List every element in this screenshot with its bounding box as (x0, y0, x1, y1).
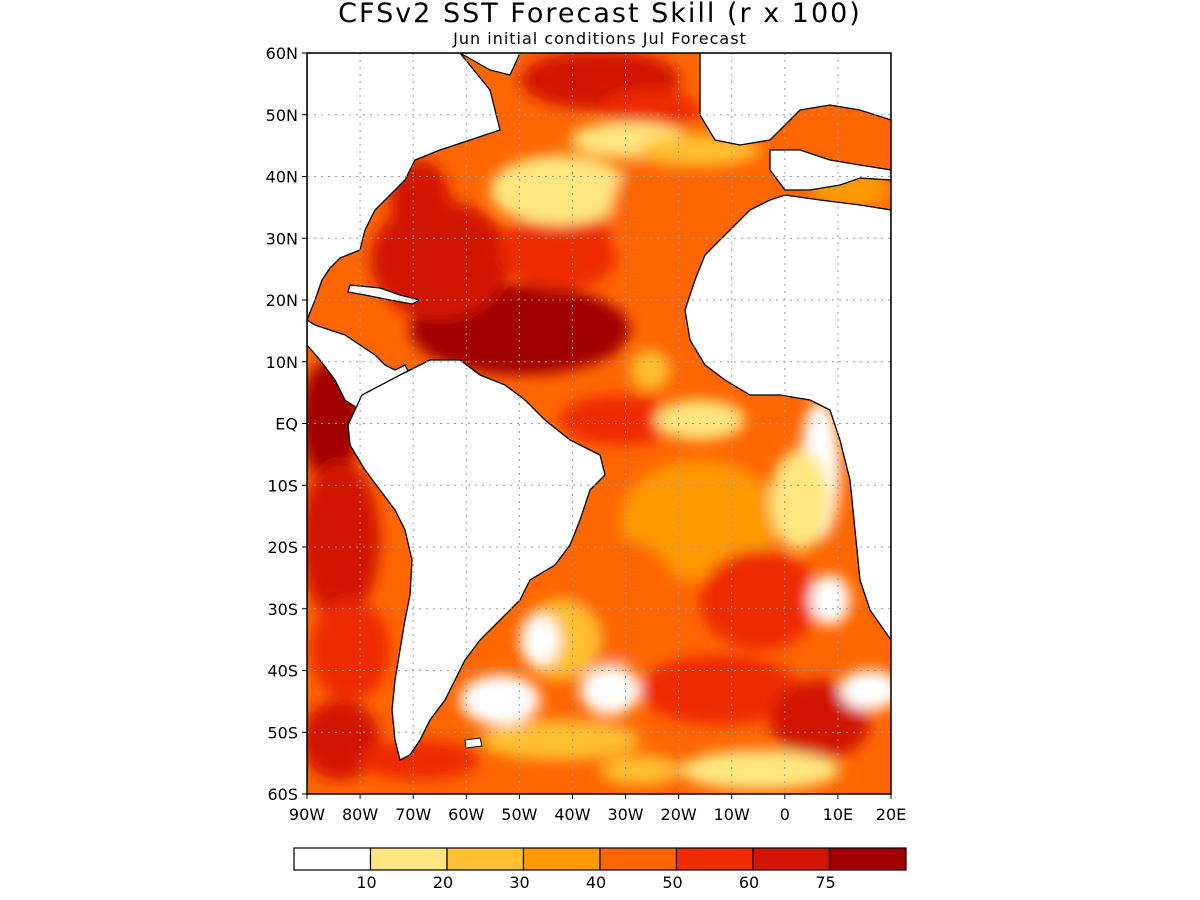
lon-tick-label: 20W (661, 805, 697, 824)
lon-tick-label: 40W (554, 805, 590, 824)
lon-tick-label: 70W (395, 805, 431, 824)
lat-tick-label: 60N (266, 44, 298, 63)
land-falklands (464, 737, 483, 749)
lon-tick-label: 10E (823, 805, 853, 824)
map-area (307, 53, 891, 794)
lon-tick-label: 60W (448, 805, 484, 824)
lat-tick-label: 30N (266, 229, 298, 248)
colorbar-label: 30 (509, 873, 529, 892)
lat-tick-label: 60S (267, 785, 298, 804)
skill-field (307, 53, 891, 790)
land-europe (699, 53, 891, 146)
lat-tick-label: 30S (267, 600, 298, 619)
colorbar-swatch (522, 847, 601, 871)
colorbar-swatch (599, 847, 678, 871)
land-south-america (347, 359, 606, 761)
lon-tick-label: 20E (876, 805, 906, 824)
longitude-ticks: 90W 80W 70W 60W 50W 40W 30W 20W 10W 0 10E 20E (289, 794, 906, 824)
lon-tick-label: 80W (342, 805, 378, 824)
colorbar-swatch (293, 847, 372, 871)
colorbar-swatch (828, 847, 907, 871)
lon-tick-label: 50W (501, 805, 537, 824)
lat-tick-label: 10N (266, 353, 298, 372)
colorbar-label: 50 (662, 873, 682, 892)
colorbar-swatch (369, 847, 448, 871)
lat-tick-label: 40N (266, 168, 298, 187)
land-masses (307, 53, 891, 761)
latitude-ticks: 60N 50N 40N 30N 20N 10N EQ 10S 20S 30S 40S 50S 60S (266, 44, 307, 804)
lat-tick-label: 50N (266, 106, 298, 125)
map-title: CFSv2 SST Forecast Skill (r x 100) (338, 0, 862, 29)
map-subtitle: Jun initial conditions Jul Forecast (452, 29, 747, 48)
grid-lines (307, 53, 891, 794)
colorbar: 10 20 30 40 50 60 75 (293, 847, 907, 892)
colorbar-swatch (446, 847, 525, 871)
lon-tick-label: 10W (714, 805, 750, 824)
colorbar-label: 60 (739, 873, 759, 892)
lon-tick-label: 90W (289, 805, 325, 824)
lon-tick-label: 30W (607, 805, 643, 824)
colorbar-swatch (752, 847, 831, 871)
land-north-america (307, 53, 501, 321)
lat-tick-label: 50S (267, 723, 298, 742)
land-greenland (458, 53, 521, 76)
lon-tick-label: 0 (780, 805, 790, 824)
colorbar-label: 10 (356, 873, 376, 892)
colorbar-swatch (675, 847, 754, 871)
land-africa (684, 194, 891, 642)
lat-tick-label: 10S (267, 476, 298, 495)
colorbar-label: 75 (815, 873, 835, 892)
lat-tick-label: EQ (275, 415, 298, 434)
lat-tick-label: 20N (266, 291, 298, 310)
colorbar-label: 40 (586, 873, 606, 892)
lat-tick-label: 20S (267, 538, 298, 557)
lat-tick-label: 40S (267, 662, 298, 681)
land-iberia (769, 149, 891, 191)
colorbar-label: 20 (433, 873, 453, 892)
land-cuba (347, 284, 422, 305)
